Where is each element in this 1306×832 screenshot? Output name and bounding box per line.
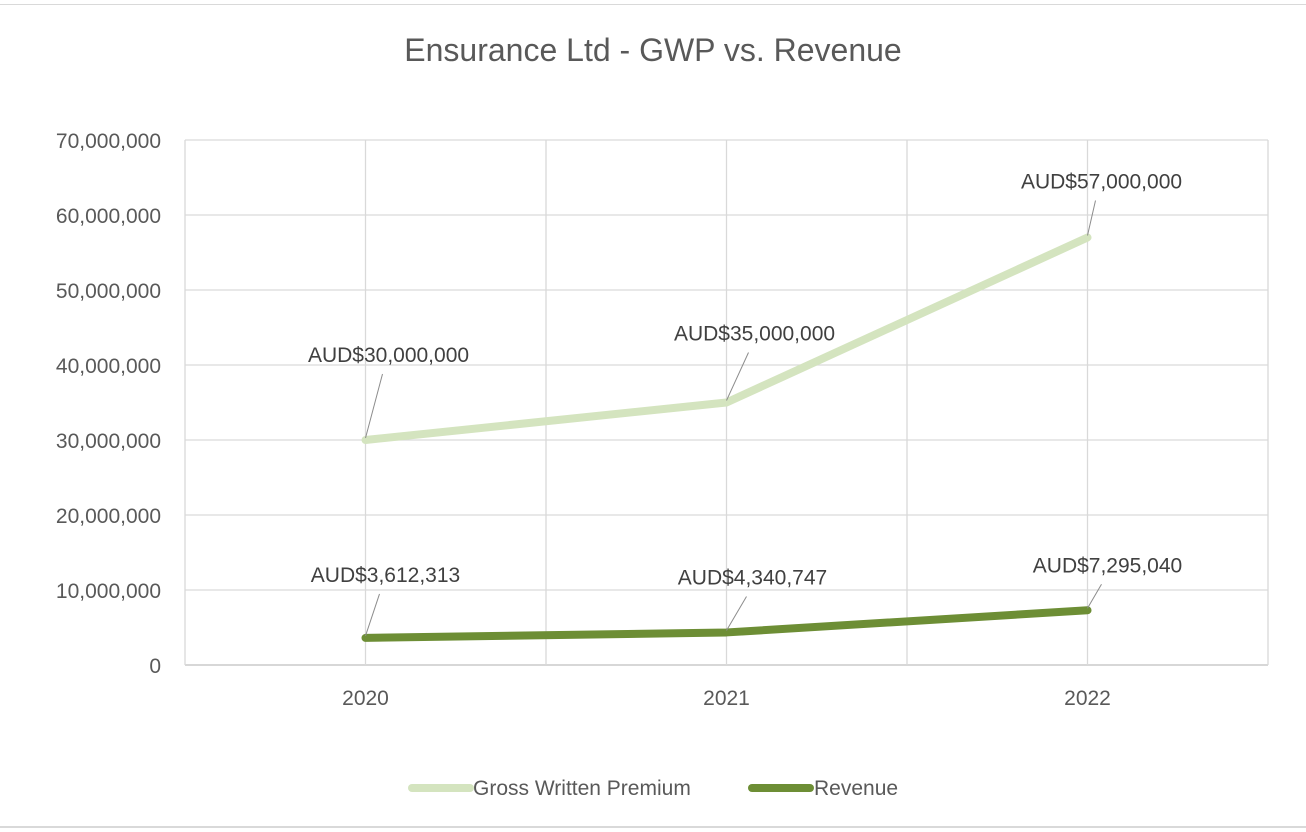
data-label-leader <box>726 596 747 631</box>
y-tick-label: 10,000,000 <box>56 580 161 603</box>
x-tick-label: 2022 <box>1064 687 1111 710</box>
data-label: AUD$7,295,040 <box>1033 554 1182 577</box>
y-tick-label: 70,000,000 <box>56 130 161 153</box>
legend: Gross Written Premium Revenue <box>408 777 898 800</box>
data-label-leader <box>1087 200 1096 236</box>
x-axis: 2020 2021 2022 <box>342 687 1111 710</box>
y-tick-label: 20,000,000 <box>56 505 161 528</box>
y-tick-label: 50,000,000 <box>56 280 161 303</box>
chart-title: Ensurance Ltd - GWP vs. Revenue <box>404 32 901 68</box>
data-label-leader <box>1087 584 1102 609</box>
data-label-leader <box>365 593 380 637</box>
data-label: AUD$57,000,000 <box>1021 171 1182 194</box>
y-tick-label: 40,000,000 <box>56 355 161 378</box>
bottom-divider <box>0 826 1306 832</box>
top-divider <box>0 0 1306 5</box>
data-label-leader <box>726 352 749 401</box>
data-label: AUD$4,340,747 <box>678 566 827 589</box>
data-label: AUD$3,612,313 <box>311 564 460 587</box>
legend-label: Gross Written Premium <box>473 777 691 800</box>
y-tick-label: 0 <box>149 655 161 678</box>
y-tick-label: 30,000,000 <box>56 430 161 453</box>
series-layer <box>361 233 1092 642</box>
data-label: AUD$35,000,000 <box>674 323 835 346</box>
series-line <box>361 233 1092 444</box>
data-label-leader <box>365 373 383 439</box>
data-labels: AUD$30,000,000 AUD$35,000,000 AUD$57,000,0… <box>308 171 1182 637</box>
legend-label: Revenue <box>814 777 898 800</box>
x-tick-label: 2020 <box>342 687 389 710</box>
y-tick-label: 60,000,000 <box>56 205 161 228</box>
series-line <box>361 606 1092 642</box>
x-tick-label: 2021 <box>703 687 750 710</box>
grid-lines <box>184 139 1269 666</box>
data-label: AUD$30,000,000 <box>308 344 469 367</box>
y-axis: 0 10,000,000 20,000,000 30,000,000 40,000,00… <box>56 130 161 678</box>
